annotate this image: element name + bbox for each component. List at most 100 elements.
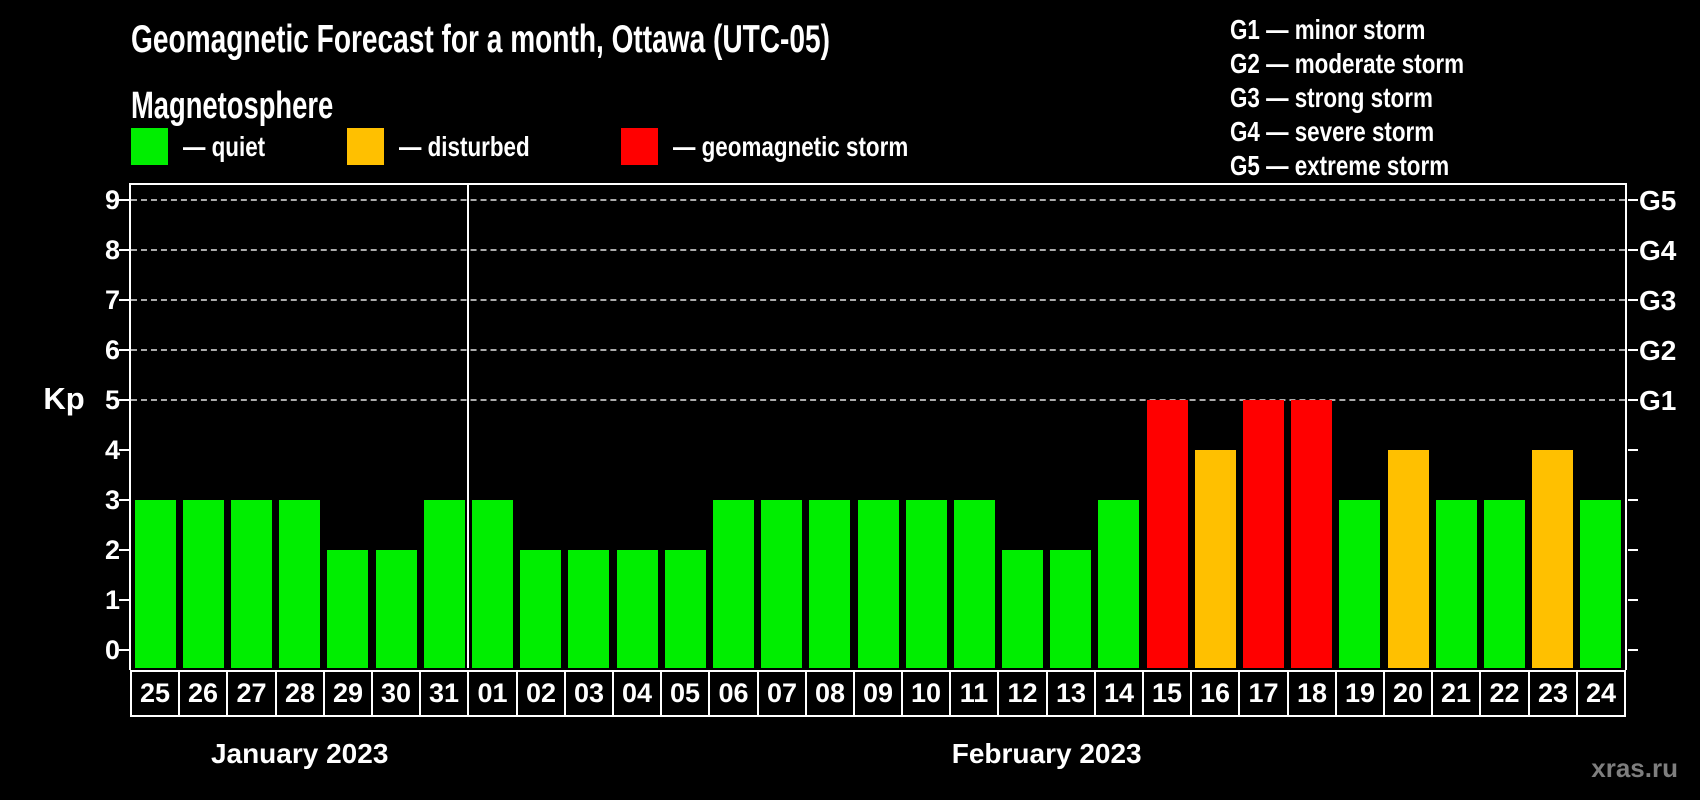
day-label: 07: [757, 670, 807, 717]
kp-bar: [953, 500, 995, 668]
g-scale-tick-label: G4: [1639, 235, 1677, 266]
g-legend-line: G5 — extreme storm: [1230, 150, 1450, 181]
day-label: 31: [419, 670, 469, 717]
day-label: 15: [1142, 670, 1192, 717]
day-label: 03: [564, 670, 614, 717]
right-axis-tick: [1628, 349, 1638, 351]
kp-bar: [230, 500, 272, 668]
day-label: 24: [1576, 670, 1626, 717]
day-label: 02: [516, 670, 566, 717]
disturbed-swatch-icon: [347, 128, 384, 165]
kp-bar: [809, 500, 851, 668]
kp-bar: [327, 550, 369, 668]
day-label: 27: [226, 670, 277, 717]
kp-bar: [1243, 400, 1285, 668]
y-tick-label: 8: [104, 235, 120, 265]
day-label: 12: [997, 670, 1048, 717]
left-axis-tick: [119, 449, 129, 451]
right-axis-tick: [1628, 449, 1638, 451]
g-legend-line: G4 — severe storm: [1230, 116, 1435, 147]
left-axis-tick: [119, 349, 129, 351]
day-label: 30: [371, 670, 421, 717]
gridline-kp6: [131, 349, 1625, 351]
left-axis-tick: [119, 299, 129, 301]
kp-bar: [857, 500, 899, 668]
x-axis-day-labels: 25 26 27 28 29 30 31 01 02 03 04 05 06 07 08 09 10 11 12 13…: [130, 670, 1626, 717]
kp-bar: [1194, 450, 1236, 668]
kp-bar: [1146, 400, 1188, 668]
y-tick-label: 4: [104, 435, 120, 465]
legend-item-disturbed: — disturbed: [347, 128, 562, 165]
day-label: 05: [660, 670, 710, 717]
y-tick-label: 0: [104, 635, 120, 665]
left-axis-tick: [119, 399, 129, 401]
kp-bar: [1435, 500, 1477, 668]
day-label: 17: [1238, 670, 1289, 717]
right-axis-tick: [1628, 549, 1638, 551]
right-axis-tick: [1628, 299, 1638, 301]
g-scale-tick-label: G1: [1639, 385, 1677, 416]
legend-item-storm: — geomagnetic storm: [621, 128, 967, 165]
kp-bar: [471, 500, 513, 668]
right-axis-tick: [1628, 199, 1638, 201]
left-axis-tick: [119, 549, 129, 551]
day-label: 04: [612, 670, 662, 717]
y-axis-title: Kp: [43, 381, 85, 416]
day-label: 28: [275, 670, 325, 717]
g-legend-line: G1 — minor storm: [1230, 14, 1426, 45]
kp-bar: [1002, 550, 1044, 668]
left-axis-tick: [119, 499, 129, 501]
day-label: 22: [1479, 670, 1530, 717]
chart-subtitle: Magnetosphere: [131, 85, 334, 127]
day-label: 09: [853, 670, 903, 717]
day-label: 16: [1190, 670, 1240, 717]
legend-label-storm: — geomagnetic storm: [673, 130, 909, 162]
kp-bar: [423, 500, 465, 668]
legend-label-quiet: — quiet: [183, 130, 266, 162]
day-label: 19: [1335, 670, 1385, 717]
gridline-kp8: [131, 249, 1625, 251]
y-tick-label: 7: [104, 285, 120, 315]
y-tick-label: 3: [104, 485, 120, 515]
kp-bar: [1387, 450, 1429, 668]
g-scale-tick-label: G2: [1639, 335, 1677, 366]
right-axis-tick: [1628, 399, 1638, 401]
plot-area: [119, 183, 1638, 670]
quiet-swatch-icon: [131, 128, 168, 165]
chart-title: Geomagnetic Forecast for a month, Ottawa…: [131, 18, 830, 61]
left-axis-tick: [119, 249, 129, 251]
day-label: 08: [805, 670, 855, 717]
kp-bar: [134, 500, 176, 668]
day-label: 01: [467, 670, 518, 717]
kp-bar: [1291, 400, 1333, 668]
y-tick-label: 9: [104, 185, 120, 215]
day-label: 25: [130, 670, 180, 717]
day-label: 26: [178, 670, 228, 717]
kp-bar: [1532, 450, 1574, 668]
day-label: 14: [1094, 670, 1144, 717]
month-label-february: February 2023: [951, 738, 1142, 769]
left-axis-tick: [119, 649, 129, 651]
month-label-january: January 2023: [210, 738, 389, 769]
kp-bar: [905, 500, 947, 668]
plot-border-left: [129, 183, 131, 670]
y-tick-label: 2: [104, 535, 120, 565]
gridline-kp9: [131, 199, 1625, 201]
kp-bar: [568, 550, 610, 668]
kp-bar: [1050, 550, 1092, 668]
kp-bar: [1484, 500, 1526, 668]
g-legend-line: G2 — moderate storm: [1230, 48, 1465, 79]
day-label: 11: [949, 670, 999, 717]
watermark: xras.ru: [1591, 753, 1678, 783]
y-tick-label: 1: [104, 585, 120, 615]
right-axis-tick: [1628, 499, 1638, 501]
y-tick-label: 6: [104, 335, 120, 365]
plot-border-top: [129, 183, 1627, 185]
kp-bar: [1580, 500, 1622, 668]
storm-swatch-icon: [621, 128, 658, 165]
kp-bar: [375, 550, 417, 668]
kp-bar: [664, 550, 706, 668]
day-label: 10: [901, 670, 951, 717]
legend-label-disturbed: — disturbed: [399, 130, 530, 162]
